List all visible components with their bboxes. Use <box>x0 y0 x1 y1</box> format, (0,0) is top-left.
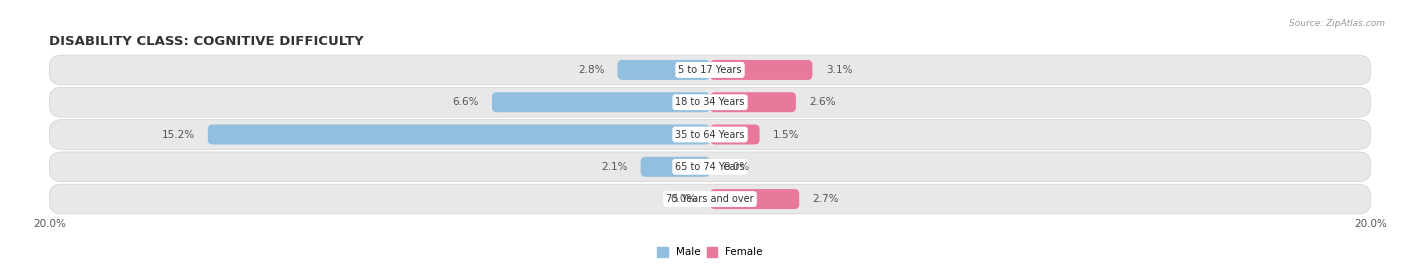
FancyBboxPatch shape <box>710 60 813 80</box>
Text: 15.2%: 15.2% <box>162 129 194 140</box>
Text: 1.5%: 1.5% <box>773 129 799 140</box>
Text: 2.7%: 2.7% <box>813 194 839 204</box>
Text: 0.0%: 0.0% <box>671 194 697 204</box>
Text: 65 to 74 Years: 65 to 74 Years <box>675 162 745 172</box>
Legend: Male, Female: Male, Female <box>652 243 768 262</box>
FancyBboxPatch shape <box>710 189 799 209</box>
FancyBboxPatch shape <box>49 120 1371 149</box>
Text: 18 to 34 Years: 18 to 34 Years <box>675 97 745 107</box>
FancyBboxPatch shape <box>710 92 796 112</box>
Text: 75 Years and over: 75 Years and over <box>666 194 754 204</box>
FancyBboxPatch shape <box>492 92 710 112</box>
FancyBboxPatch shape <box>208 125 710 144</box>
Text: 3.1%: 3.1% <box>825 65 852 75</box>
Text: DISABILITY CLASS: COGNITIVE DIFFICULTY: DISABILITY CLASS: COGNITIVE DIFFICULTY <box>49 36 364 48</box>
Text: 2.1%: 2.1% <box>600 162 627 172</box>
FancyBboxPatch shape <box>641 157 710 177</box>
Text: 2.8%: 2.8% <box>578 65 605 75</box>
FancyBboxPatch shape <box>49 184 1371 214</box>
Text: 0.0%: 0.0% <box>723 162 749 172</box>
FancyBboxPatch shape <box>49 87 1371 117</box>
FancyBboxPatch shape <box>710 125 759 144</box>
Text: 2.6%: 2.6% <box>810 97 835 107</box>
FancyBboxPatch shape <box>617 60 710 80</box>
FancyBboxPatch shape <box>49 55 1371 85</box>
Text: 6.6%: 6.6% <box>453 97 478 107</box>
Text: 35 to 64 Years: 35 to 64 Years <box>675 129 745 140</box>
Text: Source: ZipAtlas.com: Source: ZipAtlas.com <box>1289 19 1385 28</box>
Text: 5 to 17 Years: 5 to 17 Years <box>678 65 742 75</box>
FancyBboxPatch shape <box>49 152 1371 182</box>
